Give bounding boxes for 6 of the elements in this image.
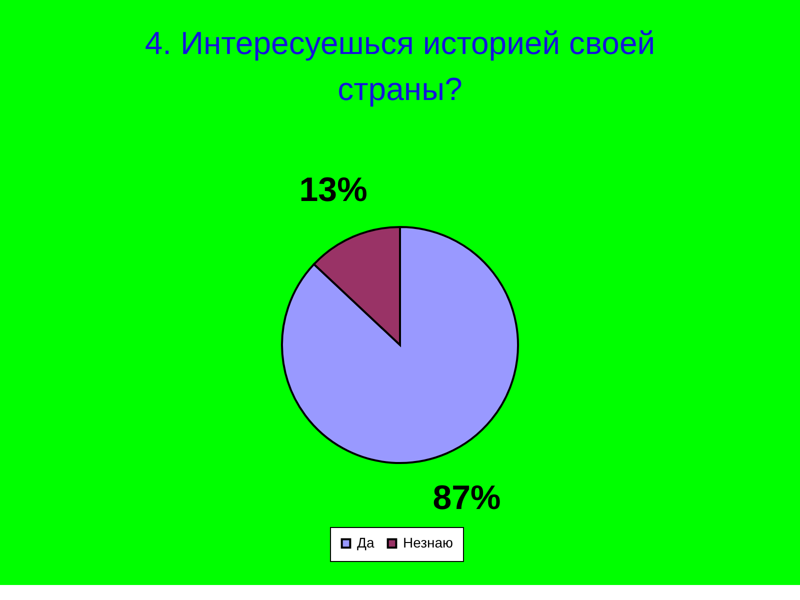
legend-label: Незнаю [403,534,454,550]
chart-title: 4. Интересуешься историей своей страны? [144,25,656,107]
pie-slice [281,226,519,464]
data-label: 13% [299,170,368,209]
legend-label: Да [357,534,374,550]
data-label: 87% [432,479,501,518]
